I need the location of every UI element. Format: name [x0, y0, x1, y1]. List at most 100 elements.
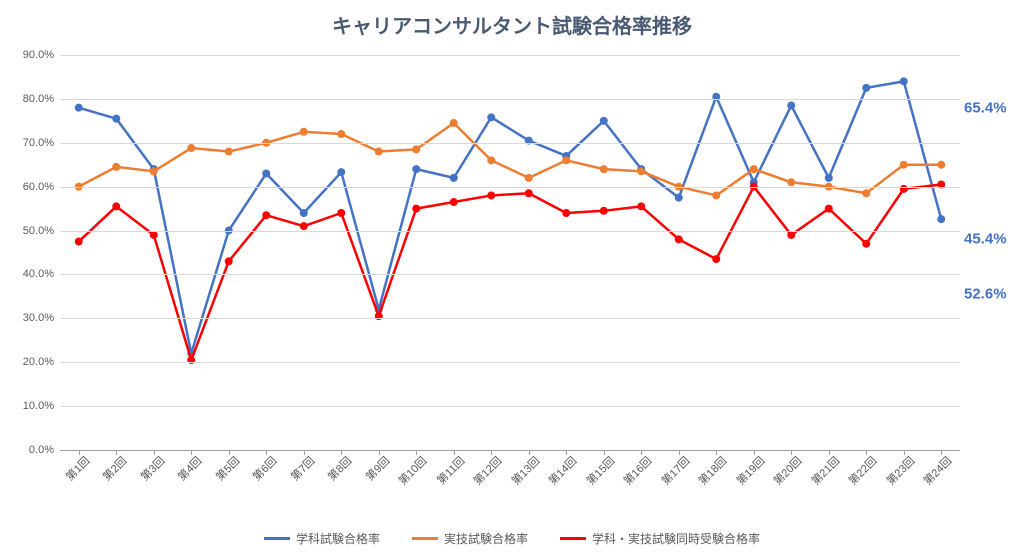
legend-item-both: 学科・実技試験同時受験合格率: [560, 530, 760, 547]
legend-swatch: [560, 537, 586, 540]
series-marker-both: [262, 211, 270, 219]
series-marker-both: [562, 209, 570, 217]
series-marker-written: [825, 174, 833, 182]
series-marker-both: [450, 198, 458, 206]
series-marker-written: [112, 115, 120, 123]
series-marker-practical: [187, 144, 195, 152]
x-tick-label: 第18回: [692, 450, 730, 488]
series-marker-practical: [562, 156, 570, 164]
series-marker-written: [600, 117, 608, 125]
legend-swatch: [264, 537, 290, 540]
y-tick-label: 80.0%: [23, 93, 60, 105]
y-tick-label: 40.0%: [23, 268, 60, 280]
gridline: [60, 274, 960, 275]
plot-area: 0.0%10.0%20.0%30.0%40.0%50.0%60.0%70.0%8…: [60, 55, 960, 450]
series-marker-practical: [337, 130, 345, 138]
y-tick-label: 30.0%: [23, 312, 60, 324]
x-tick-label: 第10回: [392, 450, 430, 488]
series-marker-both: [712, 255, 720, 263]
gridline: [60, 143, 960, 144]
series-line-practical: [79, 123, 942, 195]
series-marker-written: [300, 209, 308, 217]
data-label: 45.4%: [964, 231, 1007, 248]
x-tick-label: 第16回: [617, 450, 655, 488]
series-marker-both: [787, 231, 795, 239]
x-tick-label: 第12回: [467, 450, 505, 488]
series-marker-both: [225, 257, 233, 265]
legend-label: 学科試験合格率: [296, 530, 380, 547]
y-tick-label: 10.0%: [23, 400, 60, 412]
x-tick-label: 第20回: [767, 450, 805, 488]
series-marker-both: [487, 191, 495, 199]
x-tick-label: 第8回: [321, 450, 355, 484]
x-tick-label: 第13回: [505, 450, 543, 488]
series-marker-practical: [712, 191, 720, 199]
gridline: [60, 406, 960, 407]
series-marker-both: [825, 205, 833, 213]
series-line-both: [79, 184, 942, 360]
x-tick-label: 第15回: [580, 450, 618, 488]
x-tick-label: 第3回: [134, 450, 168, 484]
chart-container: キャリアコンサルタント試験合格率推移 0.0%10.0%20.0%30.0%40…: [0, 0, 1024, 555]
series-marker-both: [337, 209, 345, 217]
gridline: [60, 99, 960, 100]
y-tick-label: 0.0%: [29, 444, 60, 456]
series-marker-practical: [150, 167, 158, 175]
gridline: [60, 55, 960, 56]
series-marker-practical: [300, 128, 308, 136]
x-tick-label: 第2回: [96, 450, 130, 484]
series-marker-practical: [112, 163, 120, 171]
series-marker-both: [675, 235, 683, 243]
gridline: [60, 231, 960, 232]
series-marker-written: [337, 168, 345, 176]
x-tick-label: 第14回: [542, 450, 580, 488]
series-marker-practical: [900, 161, 908, 169]
legend-label: 学科・実技試験同時受験合格率: [592, 530, 760, 547]
series-marker-both: [600, 207, 608, 215]
y-tick-label: 70.0%: [23, 137, 60, 149]
gridline: [60, 362, 960, 363]
series-marker-practical: [787, 178, 795, 186]
x-tick-label: 第17回: [655, 450, 693, 488]
legend-item-practical: 実技試験合格率: [412, 530, 528, 547]
series-marker-practical: [487, 156, 495, 164]
series-marker-practical: [637, 167, 645, 175]
series-marker-practical: [862, 189, 870, 197]
series-marker-written: [450, 174, 458, 182]
series-marker-practical: [750, 165, 758, 173]
x-tick-label: 第22回: [842, 450, 880, 488]
x-tick-label: 第5回: [209, 450, 243, 484]
legend-label: 実技試験合格率: [444, 530, 528, 547]
x-tick-label: 第19回: [730, 450, 768, 488]
legend-item-written: 学科試験合格率: [264, 530, 380, 547]
y-tick-label: 60.0%: [23, 181, 60, 193]
series-marker-practical: [525, 174, 533, 182]
legend-swatch: [412, 537, 438, 540]
series-marker-written: [675, 194, 683, 202]
series-marker-practical: [450, 119, 458, 127]
data-label: 65.4%: [964, 99, 1007, 116]
gridline: [60, 318, 960, 319]
x-tick-label: 第11回: [430, 450, 468, 488]
series-marker-written: [787, 101, 795, 109]
series-marker-both: [862, 240, 870, 248]
series-marker-practical: [225, 148, 233, 156]
x-tick-label: 第21回: [805, 450, 843, 488]
series-marker-written: [412, 165, 420, 173]
x-tick-label: 第6回: [246, 450, 280, 484]
series-marker-both: [75, 238, 83, 246]
series-marker-written: [75, 104, 83, 112]
series-marker-practical: [375, 148, 383, 156]
series-marker-practical: [600, 165, 608, 173]
data-label: 52.6%: [964, 286, 1007, 303]
line-series-svg: [60, 55, 960, 450]
series-marker-both: [300, 222, 308, 230]
x-tick-label: 第1回: [59, 450, 93, 484]
series-marker-both: [150, 231, 158, 239]
series-marker-practical: [412, 145, 420, 153]
x-axis-line: [60, 450, 960, 451]
x-tick-label: 第24回: [917, 450, 955, 488]
series-marker-written: [862, 84, 870, 92]
x-tick-label: 第7回: [284, 450, 318, 484]
y-tick-label: 50.0%: [23, 225, 60, 237]
